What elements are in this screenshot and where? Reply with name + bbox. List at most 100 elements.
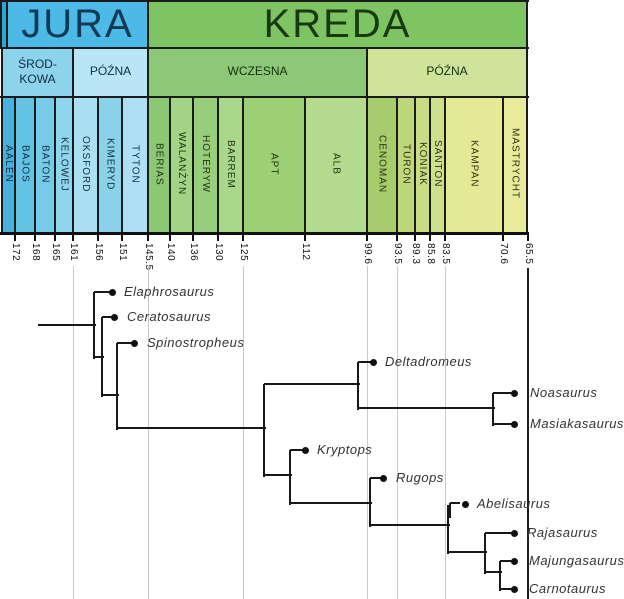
stage-cell-kimeryd: KIMERYD bbox=[98, 96, 122, 232]
tick-label-112: 112 bbox=[300, 243, 311, 261]
tick-label-161: 161 bbox=[68, 243, 79, 262]
axis-tick bbox=[242, 232, 244, 241]
tick-label-93.5: 93.5 bbox=[392, 243, 403, 265]
tree-branch bbox=[448, 551, 487, 553]
tick-label-83.5: 83.5 bbox=[440, 243, 451, 265]
stage-cell-koniak: KONIAK bbox=[415, 96, 430, 232]
taxon-label-rugops: Rugops bbox=[396, 469, 444, 485]
taxon-label-majungasaurus: Majungasaurus bbox=[529, 552, 624, 568]
stage-label: OKSFORD bbox=[80, 135, 91, 193]
stage-label: KONIAK bbox=[417, 142, 428, 186]
tree-branch bbox=[500, 560, 516, 562]
tree-branch bbox=[93, 292, 95, 359]
stage-label: APT bbox=[268, 152, 280, 176]
table-border bbox=[72, 96, 74, 232]
table-border bbox=[396, 96, 398, 232]
tree-branch bbox=[94, 291, 114, 293]
stage-label: KIMERYD bbox=[104, 137, 116, 191]
table-border bbox=[0, 47, 529, 49]
stage-label: AALEN bbox=[3, 145, 14, 183]
tick-label-89.3: 89.3 bbox=[410, 243, 421, 265]
tree-branch bbox=[264, 383, 360, 385]
table-border bbox=[121, 96, 123, 232]
period-label: JURA bbox=[21, 1, 134, 46]
stage-label: SANTON bbox=[432, 140, 443, 188]
epoch-cell-późna: PÓŹNA bbox=[73, 47, 148, 96]
axis-tick bbox=[97, 232, 99, 241]
table-border bbox=[526, 47, 528, 96]
tree-branch bbox=[289, 450, 291, 505]
epoch-cell-środ-kowa: ŚROD- KOWA bbox=[2, 47, 73, 96]
tree-branch bbox=[102, 316, 116, 318]
tree-branch bbox=[499, 561, 501, 591]
table-border bbox=[304, 96, 306, 232]
axis-tick bbox=[366, 232, 368, 241]
table-border bbox=[0, 96, 529, 98]
taxon-label-ceratosaurus: Ceratosaurus bbox=[127, 308, 212, 324]
taxon-dot-rajasaurus bbox=[510, 529, 518, 537]
table-border bbox=[97, 96, 99, 232]
table-border bbox=[444, 96, 446, 232]
tick-label-140: 140 bbox=[165, 243, 176, 262]
tree-branch bbox=[485, 532, 516, 534]
stage-label: TURON bbox=[400, 143, 412, 185]
period-cell-cut bbox=[0, 0, 7, 47]
epoch-label: PÓŹNA bbox=[426, 64, 468, 79]
stage-label: CENOMAN bbox=[376, 134, 388, 194]
taxon-dot-masiakasaurus bbox=[510, 420, 518, 428]
tree-branch bbox=[117, 427, 266, 429]
table-border bbox=[414, 96, 416, 232]
taxon-dot-noasaurus bbox=[510, 389, 518, 397]
taxon-dot-ceratosaurus bbox=[110, 313, 118, 321]
axis-tick bbox=[429, 232, 431, 241]
epoch-cell-późna: PÓŹNA bbox=[367, 47, 527, 96]
table-border bbox=[1, 47, 3, 96]
table-border bbox=[192, 96, 194, 232]
tick-label-99.6: 99.6 bbox=[362, 243, 373, 265]
stage-cell-kelowej: KELOWEJ bbox=[55, 96, 73, 232]
tick-label-130: 130 bbox=[213, 243, 224, 262]
axis-tick bbox=[192, 232, 194, 241]
era-gridline bbox=[367, 266, 368, 599]
stage-cell-baton: BATON bbox=[35, 96, 55, 232]
tree-branch bbox=[357, 362, 359, 410]
table-border bbox=[0, 0, 2, 47]
taxon-label-abelisaurus: Abelisaurus bbox=[477, 495, 551, 511]
tree-branch bbox=[447, 505, 449, 554]
taxon-dot-spinostropheus bbox=[130, 339, 138, 347]
axis-tick bbox=[14, 232, 16, 241]
tick-label-125: 125 bbox=[238, 243, 249, 262]
taxon-label-rajasaurus: Rajasaurus bbox=[527, 524, 598, 540]
table-border bbox=[242, 96, 244, 232]
stage-cell-bajos: BAJOS bbox=[15, 96, 35, 232]
table-border bbox=[366, 96, 368, 232]
tree-branch bbox=[116, 343, 118, 430]
tree-branch bbox=[264, 474, 292, 476]
stage-label: BERIAS bbox=[153, 142, 165, 186]
tree-branch bbox=[493, 392, 516, 394]
table-border bbox=[54, 96, 56, 232]
tree-branch bbox=[101, 317, 103, 397]
tree-branch bbox=[500, 588, 516, 590]
stage-label: BARREM bbox=[225, 139, 236, 189]
stage-cell-tyton: TYTON bbox=[122, 96, 148, 232]
taxon-label-spinostropheus: Spinostropheus bbox=[147, 334, 245, 350]
table-border bbox=[502, 96, 504, 232]
stage-label: BATON bbox=[39, 144, 51, 184]
tick-label-151: 151 bbox=[117, 243, 128, 262]
tree-branch bbox=[485, 571, 502, 573]
epoch-cell-wczesna: WCZESNA bbox=[148, 47, 367, 96]
stage-label: HOTERYW bbox=[200, 135, 211, 193]
axis-tick bbox=[54, 232, 56, 241]
tree-branch bbox=[358, 361, 375, 363]
era-gridline bbox=[148, 266, 149, 599]
stage-cell-hoteryw: HOTERYW bbox=[193, 96, 218, 232]
epoch-label: ŚROD- KOWA bbox=[18, 57, 57, 86]
stage-label: WALANŻYN bbox=[176, 132, 187, 196]
stage-cell-aalen: AALEN bbox=[2, 96, 15, 232]
kpg-boundary-line bbox=[527, 268, 529, 599]
period-label: KREDA bbox=[263, 1, 412, 46]
axis-tick bbox=[217, 232, 219, 241]
tree-branch bbox=[492, 393, 494, 426]
tree-branch bbox=[263, 384, 265, 477]
